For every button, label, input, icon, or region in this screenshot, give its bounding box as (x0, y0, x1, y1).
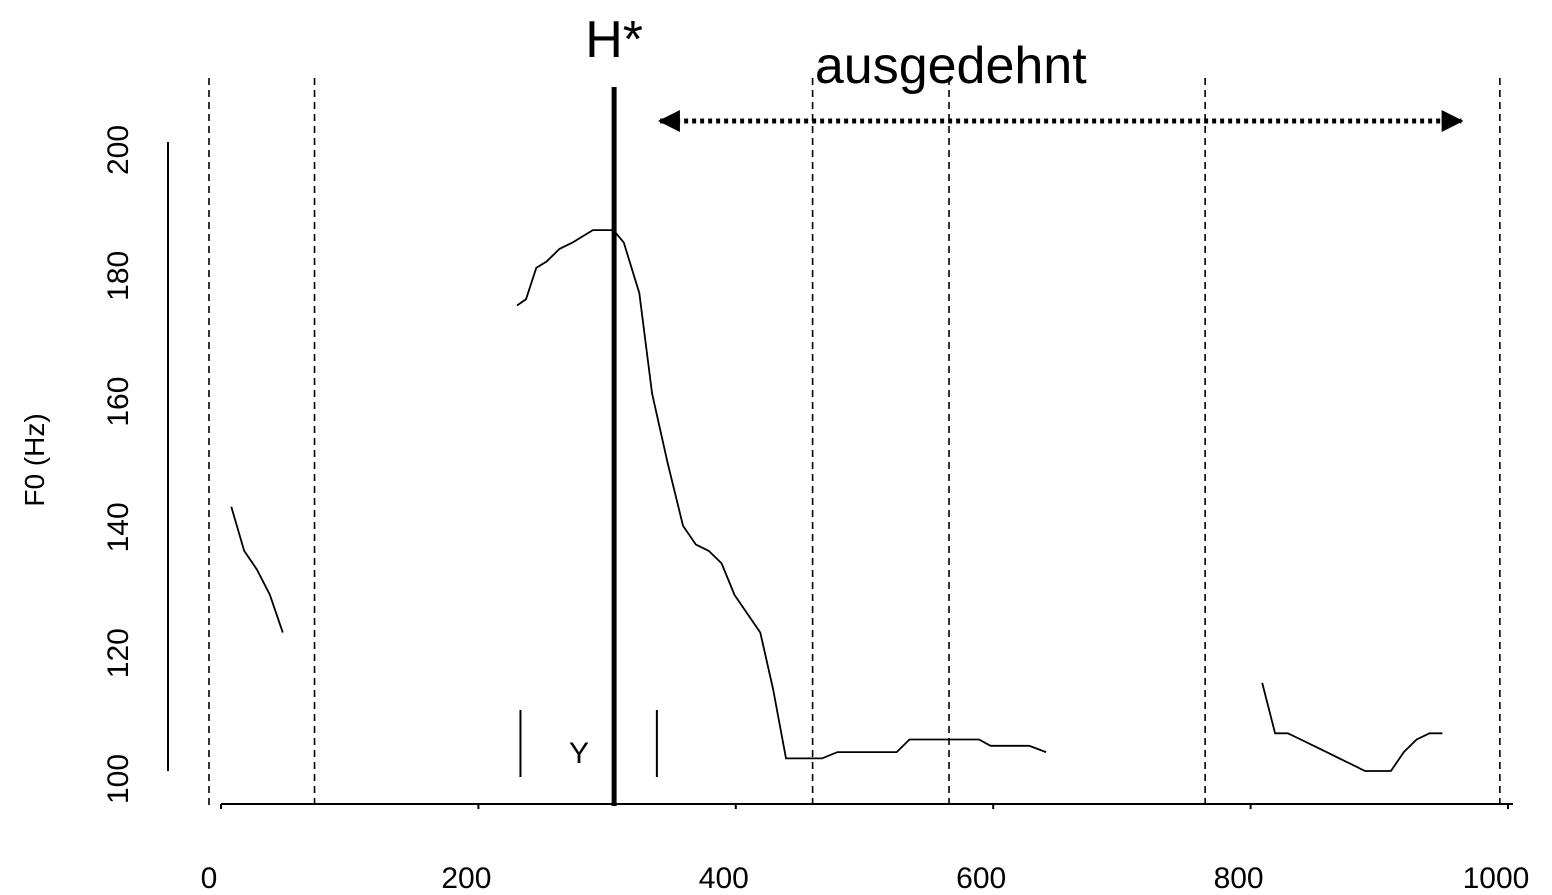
f0-segment-1 (516, 229, 1047, 760)
x-tick-label-400: 400 (699, 862, 749, 895)
segment-boundaries (208, 78, 1501, 806)
x-axis-ticks: 0 200 400 600 800 1000 (201, 804, 1530, 895)
y-tick-label-100: 100 (102, 754, 135, 804)
y-tick-label-160: 160 (102, 377, 135, 427)
x-tick-label-0: 0 (201, 862, 218, 895)
f0-series (230, 229, 1443, 772)
f0-segment-0 (230, 506, 284, 633)
y-tick-label-120: 120 (102, 628, 135, 678)
span-label: ausgedehnt (815, 37, 1087, 95)
x-tick-label-600: 600 (956, 862, 1006, 895)
y-axis-ticks: 100 120 140 160 180 200 (102, 125, 135, 804)
x-tick-label-1000: 1000 (1463, 862, 1530, 895)
y-tick-label-180: 180 (102, 251, 135, 301)
h-star-label: H* (585, 11, 643, 69)
x-tick-label-200: 200 (441, 862, 491, 895)
y-axis-title: F0 (Hz) (19, 413, 50, 506)
y-tick-label-200: 200 (102, 125, 135, 175)
y-marker-label: Y (569, 737, 589, 770)
x-tick-label-800: 800 (1214, 862, 1264, 895)
y-tick-label-140: 140 (102, 502, 135, 552)
f0-segment-2 (1261, 682, 1443, 772)
